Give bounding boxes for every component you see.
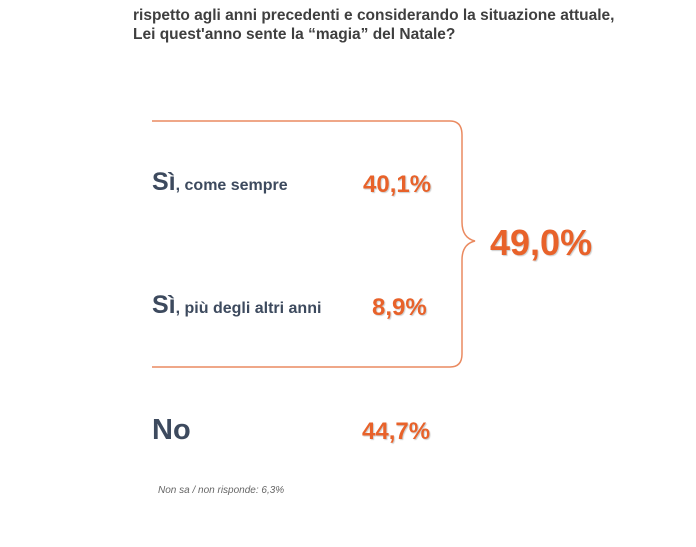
answer-prefix: Sì (152, 168, 176, 196)
answer-value: 44,7% (362, 418, 431, 445)
answer-value: 40,1% (363, 171, 432, 198)
answer-prefix: Sì (152, 291, 176, 319)
footnote: Non sa / non risponde: 6,3% (158, 485, 285, 496)
answer-yes-more: Sì, più degli altri anni (152, 291, 321, 320)
question-line-1: rispetto agli anni precedenti e consider… (133, 7, 615, 24)
question-text: rispetto agli anni precedenti e consider… (133, 6, 614, 44)
answer-label: , come sempre (175, 177, 288, 194)
question-line-2: Lei quest'anno sente la “magia” del Nata… (133, 26, 456, 43)
answer-no: No (152, 414, 191, 446)
yes-total-value: 49,0% (490, 222, 593, 263)
answer-label: , più degli altri anni (175, 300, 322, 317)
answer-yes-as-always: Sì, come sempre (152, 168, 288, 197)
answer-value: 8,9% (372, 294, 427, 321)
